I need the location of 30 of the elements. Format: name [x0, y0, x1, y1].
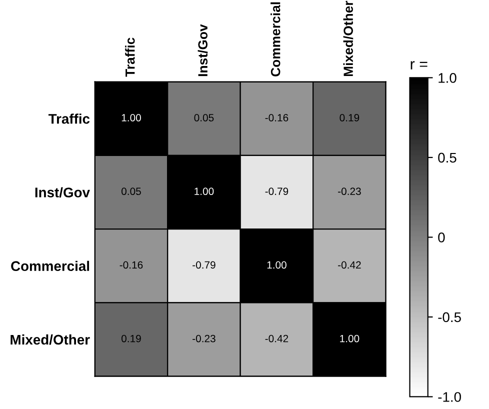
x-tick-label: Traffic — [125, 38, 135, 77]
data-label: 1.00 — [122, 114, 141, 122]
data-label: -0.16 — [120, 261, 143, 269]
color-bar-label: 0.5 — [438, 152, 456, 163]
data-label: -0.42 — [265, 334, 288, 342]
y-tick-label: Commercial — [11, 260, 90, 272]
y-tick-label: Traffic — [48, 114, 90, 124]
color-bar-label: 1.0 — [438, 73, 456, 83]
data-label: 0.19 — [122, 334, 141, 342]
x-tick-label: Commercial — [270, 2, 280, 76]
x-tick-label: Mixed/Other — [343, 0, 354, 76]
data-label: -0.42 — [338, 261, 361, 269]
color-bar-title: r = — [410, 61, 428, 70]
data-label: 1.00 — [340, 334, 360, 342]
data-label: 0.05 — [122, 188, 141, 196]
color-bar-label: -1.0 — [438, 392, 461, 402]
data-label: -0.16 — [265, 114, 288, 122]
x-tick-label: Inst/Gov — [198, 24, 208, 76]
data-label: -0.23 — [338, 188, 361, 196]
data-label: 0.05 — [194, 114, 214, 122]
y-tick-label: Inst/Gov — [35, 187, 90, 198]
data-label: 0.19 — [340, 114, 360, 122]
color-bar-label: 0 — [438, 232, 445, 242]
data-label: -0.79 — [192, 261, 216, 269]
y-tick-label: Mixed/Other — [10, 334, 90, 345]
data-label: 1.00 — [194, 188, 214, 196]
data-label: -0.23 — [192, 334, 216, 342]
data-label: -0.79 — [265, 188, 288, 196]
color-bar-label: -0.5 — [438, 312, 461, 322]
data-label: 1.00 — [267, 261, 286, 269]
